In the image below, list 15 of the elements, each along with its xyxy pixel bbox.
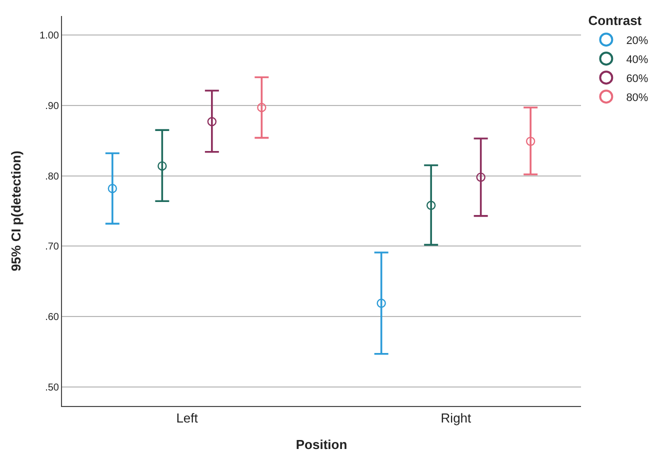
y-tick-label: 1.00 xyxy=(40,30,60,42)
y-tick-label: .80 xyxy=(45,171,60,182)
x-tick-label: Left xyxy=(176,410,198,426)
legend-title: Contrast xyxy=(588,13,642,28)
legend-label: 80% xyxy=(626,92,648,104)
y-tick-label: .50 xyxy=(45,382,60,394)
x-tick-label: Right xyxy=(440,410,472,426)
legend-label: 40% xyxy=(626,54,648,66)
x-axis-title: Position xyxy=(296,437,348,452)
y-tick-label: .60 xyxy=(45,312,60,324)
y-tick-label: .90 xyxy=(45,100,60,112)
legend-label: 20% xyxy=(626,34,648,47)
legend-label: 60% xyxy=(626,72,648,85)
y-tick-label: .70 xyxy=(45,242,60,253)
y-axis-title: 95% CI p(detection) xyxy=(8,150,24,272)
